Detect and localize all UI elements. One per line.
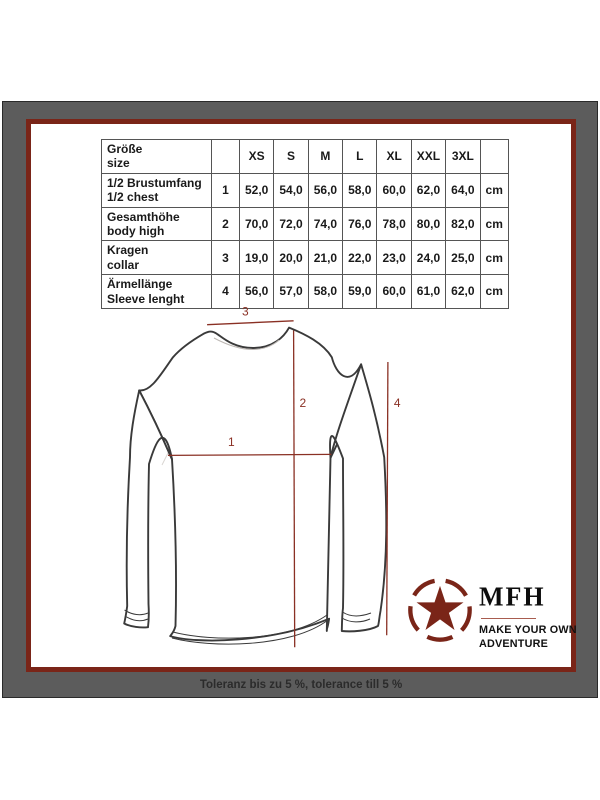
svg-text:1: 1 bbox=[228, 435, 235, 449]
svg-text:2: 2 bbox=[300, 396, 307, 410]
svg-text:4: 4 bbox=[394, 396, 401, 410]
svg-text:3: 3 bbox=[242, 304, 249, 318]
